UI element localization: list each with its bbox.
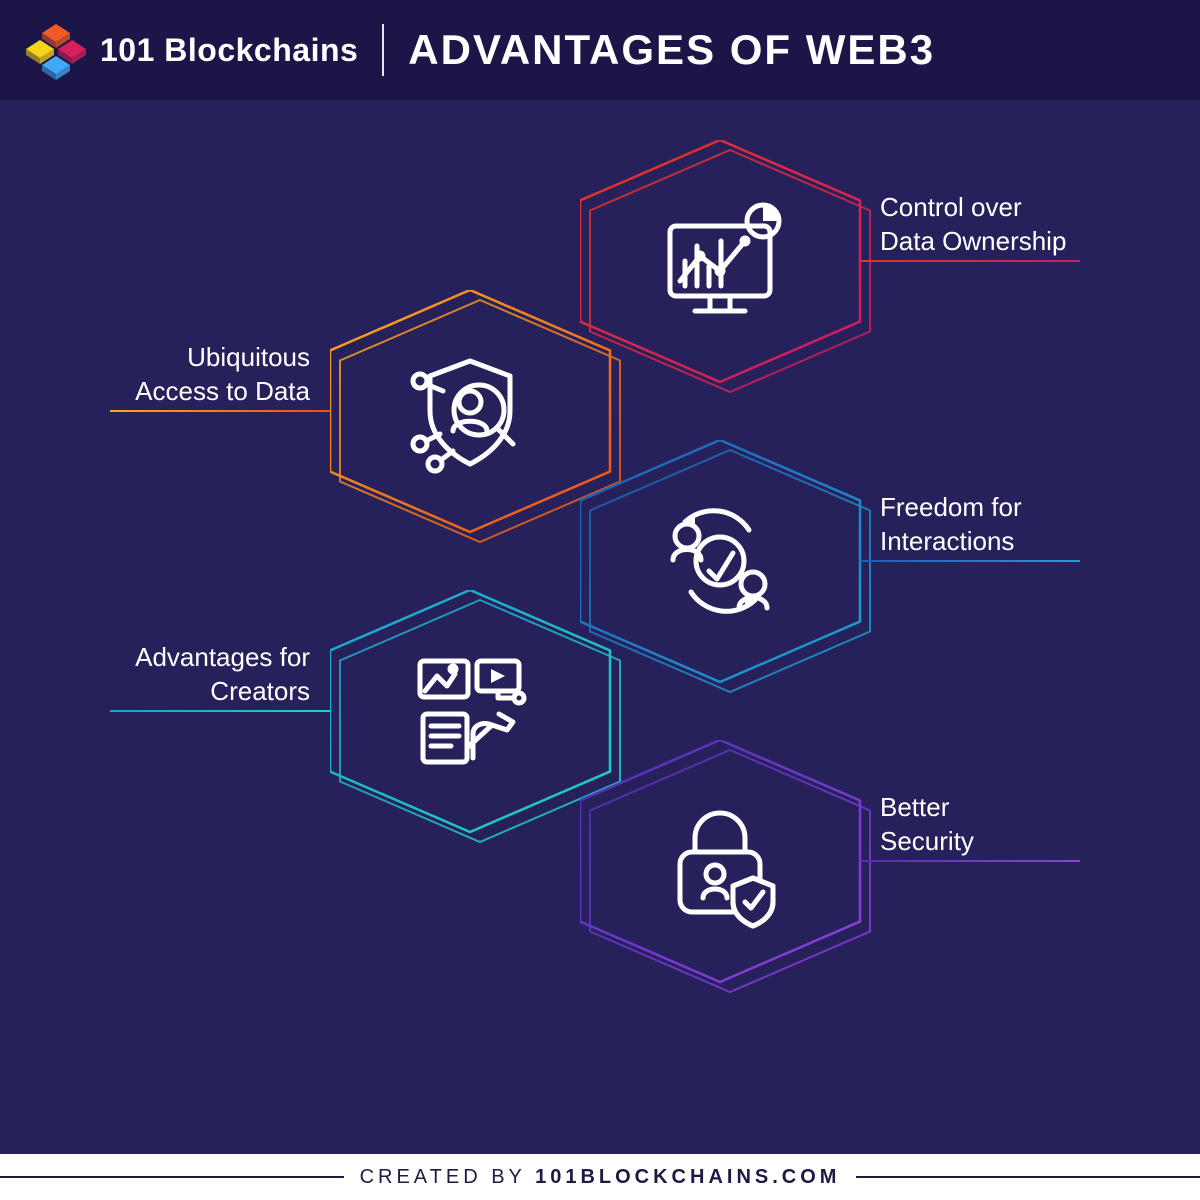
hex-better-security xyxy=(580,740,860,982)
label-ubiquitous-access: UbiquitousAccess to Data xyxy=(135,341,310,409)
label-data-ownership: Control overData Ownership xyxy=(880,191,1066,259)
label-better-security: BetterSecurity xyxy=(880,791,974,859)
brand-text: 101 Blockchains xyxy=(100,32,358,69)
footer-line-right xyxy=(856,1176,1200,1178)
label-advantages-creators-line1: Creators xyxy=(135,675,310,709)
label-better-security-line0: Better xyxy=(880,791,974,825)
lead-advantages-creators xyxy=(110,710,330,712)
footer-site: 101BLOCKCHAINS.COM xyxy=(535,1166,840,1188)
lead-better-security xyxy=(860,860,1080,862)
label-data-ownership-line1: Data Ownership xyxy=(880,225,1066,259)
footer: CREATED BY 101BLOCKCHAINS.COM xyxy=(0,1154,1200,1200)
footer-text: CREATED BY 101BLOCKCHAINS.COM xyxy=(360,1166,841,1189)
footer-prefix: CREATED BY xyxy=(360,1166,536,1188)
better-security-icon xyxy=(645,786,795,936)
header: 101 Blockchains ADVANTAGES OF WEB3 xyxy=(0,0,1200,100)
label-better-security-line1: Security xyxy=(880,825,974,859)
logo-cubes-icon xyxy=(24,18,88,82)
page-title: ADVANTAGES OF WEB3 xyxy=(408,26,935,74)
advantages-creators-icon xyxy=(395,636,545,786)
label-advantages-creators-line0: Advantages for xyxy=(135,641,310,675)
freedom-interactions-icon xyxy=(645,486,795,636)
lead-ubiquitous-access xyxy=(110,410,330,412)
label-data-ownership-line0: Control over xyxy=(880,191,1066,225)
label-freedom-interactions: Freedom forInteractions xyxy=(880,491,1022,559)
header-divider xyxy=(382,24,384,76)
brand-logo: 101 Blockchains xyxy=(24,18,358,82)
lead-data-ownership xyxy=(860,260,1080,262)
hex-ubiquitous-access xyxy=(330,290,610,532)
diagram-stage: Control overData Ownership Ubiqui xyxy=(0,100,1200,1160)
label-advantages-creators: Advantages forCreators xyxy=(135,641,310,709)
label-ubiquitous-access-line0: Ubiquitous xyxy=(135,341,310,375)
ubiquitous-access-icon xyxy=(395,336,545,486)
lead-freedom-interactions xyxy=(860,560,1080,562)
label-ubiquitous-access-line1: Access to Data xyxy=(135,375,310,409)
data-ownership-icon xyxy=(645,186,795,336)
label-freedom-interactions-line1: Interactions xyxy=(880,525,1022,559)
label-freedom-interactions-line0: Freedom for xyxy=(880,491,1022,525)
hex-advantages-creators xyxy=(330,590,610,832)
footer-line-left xyxy=(0,1176,344,1178)
